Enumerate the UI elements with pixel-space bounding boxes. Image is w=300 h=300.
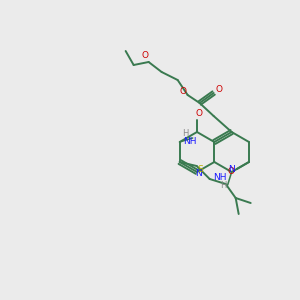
Text: O: O: [215, 85, 222, 94]
Text: O: O: [141, 52, 148, 61]
Text: H: H: [182, 130, 189, 139]
Text: N: N: [228, 166, 235, 175]
Text: N: N: [195, 169, 201, 178]
Text: O: O: [196, 110, 202, 118]
Text: O: O: [227, 167, 234, 176]
Text: NH: NH: [213, 173, 226, 182]
Text: S: S: [198, 164, 204, 173]
Text: H: H: [220, 182, 227, 190]
Text: NH: NH: [183, 136, 196, 146]
Text: O: O: [179, 88, 186, 97]
